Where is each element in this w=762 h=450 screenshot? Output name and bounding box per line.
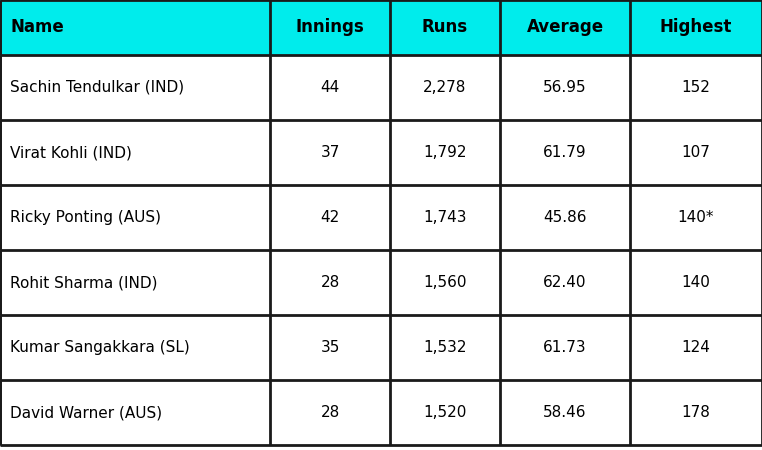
Text: Average: Average [527,18,604,36]
Text: David Warner (AUS): David Warner (AUS) [10,405,162,420]
Text: 42: 42 [320,210,340,225]
Text: 45.86: 45.86 [543,210,587,225]
Text: 37: 37 [320,145,340,160]
Text: Virat Kohli (IND): Virat Kohli (IND) [10,145,132,160]
Text: 1,520: 1,520 [424,405,466,420]
Text: Runs: Runs [422,18,468,36]
Text: 61.73: 61.73 [543,340,587,355]
Bar [0,315,762,380]
Text: 107: 107 [681,145,710,160]
Text: 61.79: 61.79 [543,145,587,160]
Text: Kumar Sangakkara (SL): Kumar Sangakkara (SL) [10,340,190,355]
Text: 56.95: 56.95 [543,80,587,95]
Text: 1,560: 1,560 [423,275,467,290]
Bar [0,250,762,315]
Text: 140*: 140* [677,210,714,225]
Text: Rohit Sharma (IND): Rohit Sharma (IND) [10,275,158,290]
Bar [0,380,762,445]
Bar [0,55,762,120]
Text: 178: 178 [681,405,710,420]
Text: 28: 28 [320,275,340,290]
Text: 1,792: 1,792 [423,145,467,160]
Text: 2,278: 2,278 [424,80,466,95]
Text: 44: 44 [320,80,340,95]
Bar [0,120,762,185]
Text: Highest: Highest [660,18,732,36]
Text: 28: 28 [320,405,340,420]
Text: 152: 152 [681,80,710,95]
Text: 124: 124 [681,340,710,355]
Text: 1,532: 1,532 [423,340,467,355]
Text: Innings: Innings [296,18,364,36]
Text: Name: Name [10,18,64,36]
Text: Ricky Ponting (AUS): Ricky Ponting (AUS) [10,210,161,225]
Bar [0,185,762,250]
Text: 35: 35 [320,340,340,355]
Text: Sachin Tendulkar (IND): Sachin Tendulkar (IND) [10,80,184,95]
Text: 58.46: 58.46 [543,405,587,420]
Text: 1,743: 1,743 [423,210,467,225]
Bar [0,0,762,55]
Text: 140: 140 [681,275,710,290]
Text: 62.40: 62.40 [543,275,587,290]
